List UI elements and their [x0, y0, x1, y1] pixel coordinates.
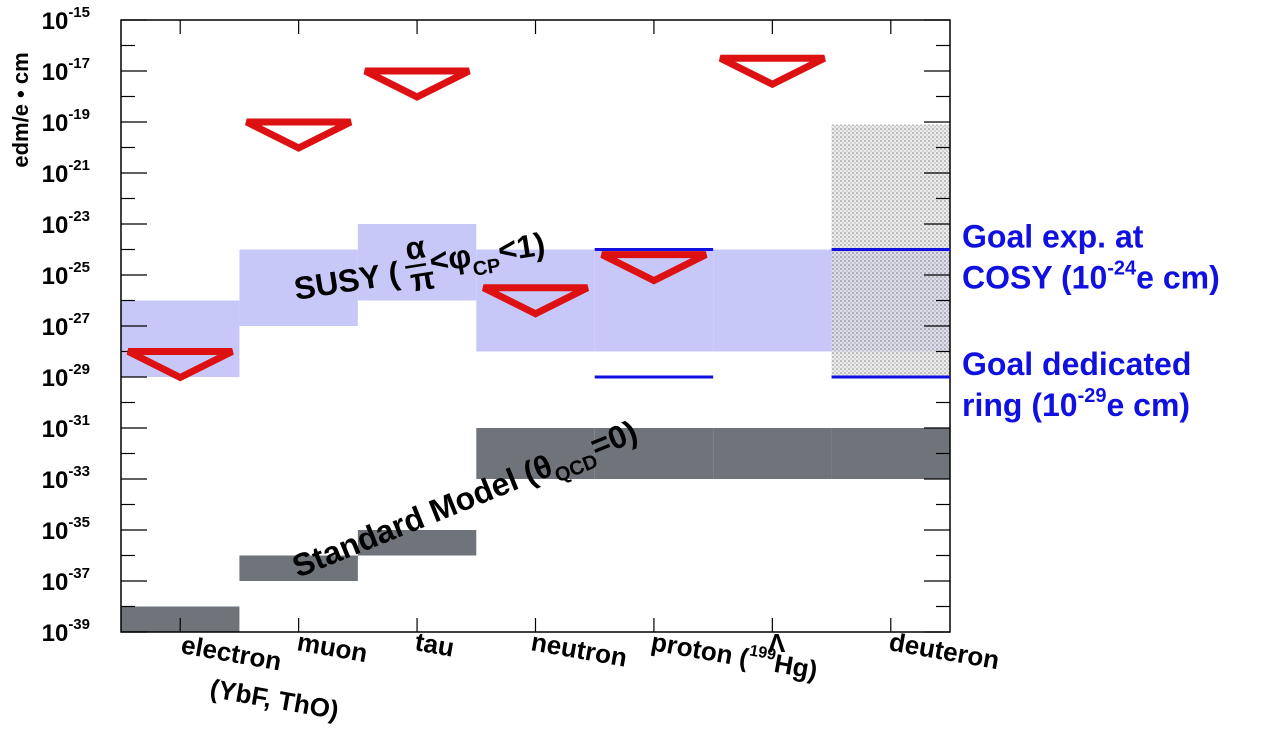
standard-model-label: Standard Model (θQCD=0): [287, 413, 645, 591]
y-tick-label: 10-37: [42, 565, 90, 596]
category-label-3: neutron: [529, 626, 630, 672]
standard-model-band-2: [357, 530, 477, 556]
y-tick-exponent: -33: [68, 463, 90, 480]
category-label-2: tau: [413, 626, 457, 662]
upper-limit-marker-4: [600, 251, 708, 285]
y-axis: 10-15 10-17 10-19 10-21 10-23 10-25 10-27 10-29…: [8, 4, 950, 647]
category-label-4: proton (199Hg): [649, 625, 820, 685]
susy-band-1: [239, 249, 358, 326]
susy-band-2: [357, 224, 477, 301]
upper-limits-layer: [126, 54, 826, 382]
y-tick-exponent: -19: [68, 106, 90, 123]
y-tick-exponent: -17: [68, 55, 90, 72]
standard-model-band-3: [476, 428, 595, 479]
y-tick-label: 10-39: [42, 616, 90, 647]
y-tick-exponent: -29: [68, 361, 90, 378]
category-label-6: deuteron: [887, 626, 1002, 675]
susy-band-4: [594, 249, 714, 352]
susy-label-rest: <φCP<1): [427, 226, 549, 288]
y-tick-exponent: -35: [68, 514, 90, 531]
y-tick-exponent: -39: [68, 616, 90, 633]
y-tick-label: 10-19: [42, 106, 90, 137]
standard-model-band-1: [239, 555, 358, 581]
standard-model-band-6: [831, 428, 950, 479]
y-tick-exponent: -15: [68, 4, 90, 21]
upper-limit-marker-5: [718, 54, 826, 89]
category-label-5: Λ: [768, 628, 786, 658]
susy-band-0: [121, 300, 240, 377]
y-tick-label: 10-33: [42, 463, 90, 494]
susy-band-3: [476, 249, 595, 352]
upper-limit-marker-1: [245, 118, 353, 152]
y-tick-label: 10-31: [42, 412, 90, 443]
y-tick-exponent: -37: [68, 565, 90, 582]
y-tick-exponent: -25: [68, 259, 90, 276]
y-tick-label: 10-21: [42, 157, 90, 188]
y-tick-exponent: -31: [68, 412, 90, 429]
y-tick-label: 10-35: [42, 514, 90, 545]
y-tick-exponent: -27: [68, 310, 90, 327]
standard-model-band-4: [594, 428, 714, 479]
standard-model-band-5: [713, 428, 832, 479]
susy-band-5: [713, 249, 832, 352]
y-tick-label: 10-25: [42, 259, 90, 290]
susy-frac-den: π: [408, 259, 438, 298]
y-tick-exponent: -23: [68, 208, 90, 225]
y-tick-exponent: -21: [68, 157, 90, 174]
y-tick-label: 10-15: [42, 4, 90, 35]
upper-limit-marker-0: [126, 348, 234, 382]
y-tick-label: 10-27: [42, 310, 90, 341]
y-tick-label: 10-17: [42, 55, 90, 86]
upper-limit-marker-3: [481, 284, 590, 318]
y-axis-label: edm/e • cm: [8, 52, 33, 167]
goal-label-line2: ring (10-29e cm): [962, 385, 1190, 423]
upper-limit-marker-2: [363, 67, 471, 101]
goal-label-line1: Goal dedicated: [962, 346, 1191, 382]
goal-label-line1: Goal exp. at: [962, 219, 1144, 255]
y-tick-label: 10-29: [42, 361, 90, 392]
y-tick-label: 10-23: [42, 208, 90, 239]
goal-label-line2: COSY (10-24e cm): [962, 258, 1220, 296]
bands-layer: [121, 124, 950, 632]
susy-frac-bar: [405, 262, 427, 269]
